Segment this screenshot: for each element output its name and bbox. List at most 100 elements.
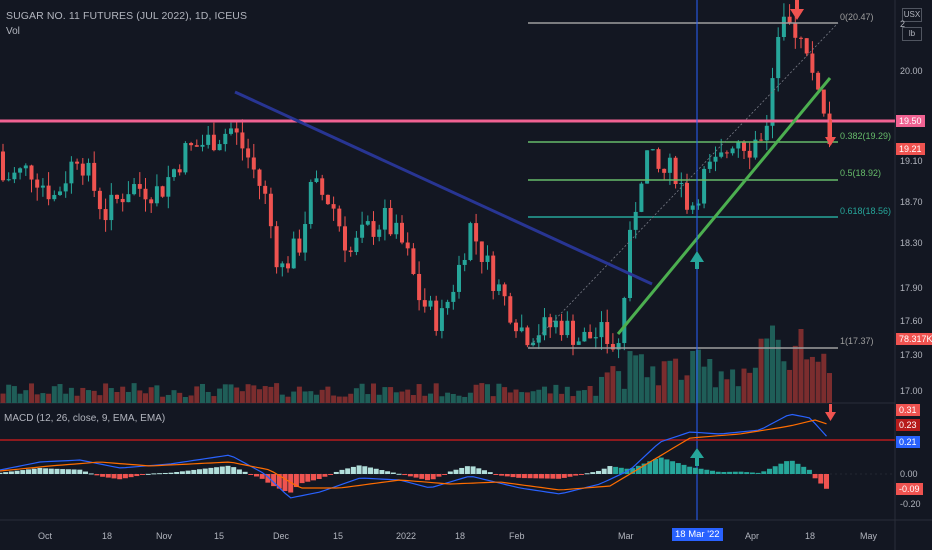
- volume-bar: [775, 339, 781, 403]
- candle-body: [6, 179, 11, 181]
- volume-bar: [143, 393, 148, 403]
- volume-bar: [182, 396, 188, 403]
- macd-hist-bar: [715, 471, 721, 474]
- macd-hist-bar: [504, 474, 510, 477]
- volume-bar: [616, 371, 622, 403]
- price-tick: 20.00: [900, 66, 923, 76]
- macd-hist-bar: [402, 474, 408, 476]
- volume-bar: [809, 356, 815, 403]
- macd-hist-bar: [117, 474, 123, 480]
- candle-body: [75, 161, 80, 164]
- time-tick: Feb: [509, 531, 525, 541]
- downtrend-line[interactable]: [234, 90, 653, 286]
- macd-tick: -0.20: [900, 499, 921, 509]
- candle-body: [810, 53, 815, 73]
- macd-hist-bar: [721, 471, 727, 474]
- macd-hist-bar: [168, 472, 174, 474]
- volume-bar: [91, 390, 97, 403]
- candle-body: [177, 169, 182, 173]
- candle-body: [86, 162, 91, 176]
- macd-hist-bar: [499, 474, 505, 476]
- arrow-down-icon: [825, 119, 836, 146]
- uptrend-line[interactable]: [616, 77, 832, 335]
- candle-body: [149, 199, 154, 204]
- volume-bar: [251, 385, 257, 403]
- candle-body: [400, 222, 404, 243]
- candle-body: [354, 237, 359, 252]
- volume-bar: [57, 384, 63, 403]
- volume-bar: [0, 393, 6, 403]
- macd-hist-bar: [8, 471, 14, 474]
- macd-hist-bar: [254, 474, 259, 477]
- candle-body: [730, 148, 735, 154]
- macd-hist-bar: [510, 474, 516, 478]
- arrow-up-icon: [690, 448, 704, 466]
- volume-bar: [314, 394, 319, 403]
- volume-bar: [536, 389, 542, 403]
- macd-hist-bar: [214, 467, 220, 474]
- candle-body: [724, 152, 729, 154]
- candle-body: [787, 16, 792, 24]
- macd-hist-bar: [299, 474, 305, 484]
- macd-hist-bar: [316, 474, 322, 479]
- volume-bar: [496, 383, 502, 403]
- candle-body: [29, 165, 34, 180]
- candle-body: [382, 207, 387, 230]
- candle-body: [622, 297, 627, 344]
- candle-body: [588, 331, 593, 339]
- candle-body: [63, 183, 68, 192]
- volume-bar: [410, 395, 416, 403]
- volume-bar: [684, 375, 690, 403]
- macd-hist-bar: [225, 465, 231, 474]
- volume-bar: [741, 368, 747, 403]
- macd-hist-bar: [670, 461, 676, 474]
- volume-bar: [752, 367, 758, 403]
- volume-bar: [650, 366, 656, 403]
- volume-bar: [188, 395, 194, 403]
- volume-bar: [547, 393, 553, 403]
- price-tick: 2: [900, 19, 906, 29]
- volume-bar: [365, 394, 371, 403]
- candle-body: [434, 300, 439, 331]
- volume-bar: [559, 393, 565, 403]
- candle-body: [599, 322, 604, 338]
- volume-bar: [108, 388, 114, 403]
- macd-hist-bar: [71, 469, 77, 474]
- candle-body: [274, 226, 279, 268]
- candle-body: [46, 185, 51, 200]
- candle-body: [502, 284, 507, 297]
- macd-hist-bar: [43, 468, 49, 474]
- candle-body: [126, 194, 131, 203]
- time-tick: 15: [214, 531, 225, 541]
- volume-bar: [479, 383, 485, 403]
- volume-bar: [644, 377, 650, 403]
- volume-bar: [701, 366, 707, 403]
- macd-hist-bar: [248, 474, 254, 475]
- volume-bar: [804, 359, 810, 403]
- quantity-unit[interactable]: lb: [902, 27, 922, 41]
- volume-bar: [353, 388, 359, 403]
- macd-hist-bar: [818, 474, 824, 484]
- candle-body: [548, 317, 553, 328]
- macd-hist-bar: [373, 468, 379, 474]
- candle-body: [291, 238, 296, 269]
- volume-bar: [758, 338, 764, 403]
- volume-bar: [11, 386, 17, 403]
- currency-unit[interactable]: USX: [902, 8, 922, 22]
- macd-hist-bar: [219, 466, 225, 474]
- candle-body: [650, 149, 655, 151]
- candle-body: [519, 327, 524, 332]
- macd-hist-bar: [271, 474, 277, 487]
- candle-body: [12, 172, 17, 180]
- macd-hist-bar: [345, 468, 351, 474]
- volume-bar: [587, 385, 593, 403]
- macd-hist-bar: [48, 468, 54, 474]
- candle-body: [263, 185, 268, 194]
- candle-body: [417, 273, 422, 301]
- candle-body: [542, 317, 547, 336]
- volume-bar: [165, 394, 171, 403]
- candle-body: [229, 128, 233, 134]
- volume-bar: [137, 390, 143, 403]
- macd-hist-bar: [185, 470, 191, 474]
